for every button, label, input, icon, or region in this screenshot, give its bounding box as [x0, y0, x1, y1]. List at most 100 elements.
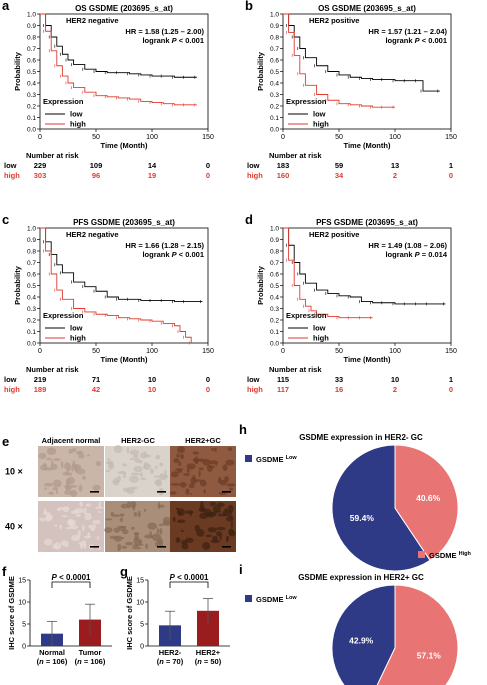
y-tick-label: 0.4 — [270, 80, 279, 87]
tissue-texture — [150, 468, 154, 475]
y-tick-label: 0.2 — [27, 103, 36, 110]
y-tick-label: 0.6 — [270, 57, 279, 64]
text-span: = 106) — [44, 657, 68, 666]
tissue-texture — [83, 507, 87, 515]
text-span: P — [170, 573, 176, 582]
y-tick-label: 5 — [22, 621, 26, 628]
x-tick-label: 50 — [92, 348, 100, 355]
km-curve-high — [283, 13, 395, 108]
tissue-texture — [129, 449, 140, 456]
tissue-texture — [107, 458, 111, 463]
y-tick-label: 0.4 — [27, 80, 36, 87]
tissue-texture — [52, 458, 61, 462]
tissue-texture — [98, 501, 102, 508]
tissue-texture — [211, 447, 214, 451]
legend-label-low: GSDME Low — [256, 595, 297, 604]
tissue-texture — [140, 452, 148, 459]
tissue-texture — [205, 534, 213, 538]
tissue-texture — [213, 510, 222, 513]
text-span: logrank — [142, 250, 171, 259]
legend-title: Expression — [43, 311, 84, 320]
y-tick-label: 10 — [18, 599, 26, 606]
tissue-texture — [43, 482, 54, 487]
tissue-texture — [117, 543, 122, 552]
tissue-texture — [85, 503, 92, 507]
tissue-texture — [213, 447, 217, 452]
legend-label-high: high — [313, 334, 329, 343]
text-span: n — [159, 657, 164, 666]
y-tick-label: 0.4 — [27, 294, 36, 301]
pie-slice-high — [376, 584, 459, 685]
risk-high-value: 160 — [277, 171, 290, 180]
hr-label: HR = 1.66 (1.28 – 2.15) — [125, 241, 204, 250]
y-tick-label: 1.0 — [27, 225, 36, 232]
tissue-texture — [110, 511, 114, 517]
tissue-texture — [137, 459, 143, 464]
x-tick-label: 150 — [445, 134, 457, 141]
legend-title: Expression — [43, 97, 84, 106]
legend-swatch-low — [245, 595, 252, 602]
ihc-column-header: HER2+GC — [185, 436, 221, 445]
tissue-texture — [172, 516, 176, 522]
tissue-texture — [104, 518, 113, 521]
p-value-label: P < 0.0001 — [52, 573, 91, 582]
y-tick-label: 0.8 — [27, 34, 36, 41]
y-tick-label: 0.3 — [27, 92, 36, 99]
subgroup-label: HER2 negative — [66, 16, 119, 25]
tissue-texture — [153, 475, 161, 478]
x-tick-label: 150 — [202, 134, 214, 141]
risk-low-value: 71 — [92, 375, 100, 384]
tissue-texture — [71, 448, 77, 453]
y-tick-label: 0.1 — [270, 115, 279, 122]
y-tick-label: 0.9 — [270, 23, 279, 30]
x-tick-label: 0 — [281, 348, 285, 355]
tissue-texture — [138, 539, 143, 545]
tissue-texture — [139, 472, 143, 477]
tissue-texture — [119, 470, 126, 475]
subgroup-label: HER2 positive — [309, 230, 359, 239]
text-span: < 0.001 — [177, 36, 204, 45]
tissue-texture — [48, 491, 55, 496]
tissue-texture — [38, 452, 47, 460]
text-span: GSDME — [429, 551, 457, 560]
y-tick-label: 0.1 — [27, 115, 36, 122]
pie-percent-low: 42.9% — [349, 635, 374, 645]
legend-label-high: GSDME High — [429, 551, 471, 560]
y-tick-label: 0.9 — [270, 237, 279, 244]
y-tick-label: 0.7 — [27, 46, 36, 53]
pie-slice-low — [331, 444, 431, 572]
sample-size-label: (n = 70) — [157, 657, 184, 666]
tissue-texture — [219, 534, 222, 541]
tissue-texture — [46, 457, 52, 461]
legend-label-low: low — [313, 110, 326, 119]
tissue-texture — [105, 461, 113, 465]
text-span: < 0.0001 — [175, 573, 209, 582]
tissue-texture — [52, 487, 59, 491]
tissue-texture — [120, 503, 129, 509]
tissue-texture — [86, 454, 91, 457]
text-span: Low — [286, 455, 298, 461]
tissue-texture — [209, 460, 218, 465]
y-tick-label: 0.6 — [27, 57, 36, 64]
tissue-texture — [84, 512, 92, 521]
tissue-texture — [44, 487, 47, 490]
tissue-texture — [52, 479, 62, 488]
x-tick-label: 100 — [146, 134, 158, 141]
tissue-texture — [113, 445, 123, 454]
tissue-texture — [180, 529, 184, 533]
risk-high-value: 19 — [148, 171, 156, 180]
category-label: HER2+ — [196, 648, 221, 657]
tissue-texture — [170, 483, 181, 486]
tissue-texture — [119, 513, 125, 517]
panel-letter: d — [245, 212, 253, 227]
tissue-texture — [159, 528, 163, 535]
risk-high-value: 2 — [393, 385, 397, 394]
tissue-texture — [133, 465, 143, 473]
y-tick-label: 0.0 — [270, 340, 279, 347]
y-tick-label: 0.5 — [270, 69, 279, 76]
y-tick-label: 0.5 — [270, 283, 279, 290]
tissue-texture — [81, 475, 87, 480]
text-span: GSDME — [256, 595, 284, 604]
risk-high-value: 42 — [92, 385, 100, 394]
